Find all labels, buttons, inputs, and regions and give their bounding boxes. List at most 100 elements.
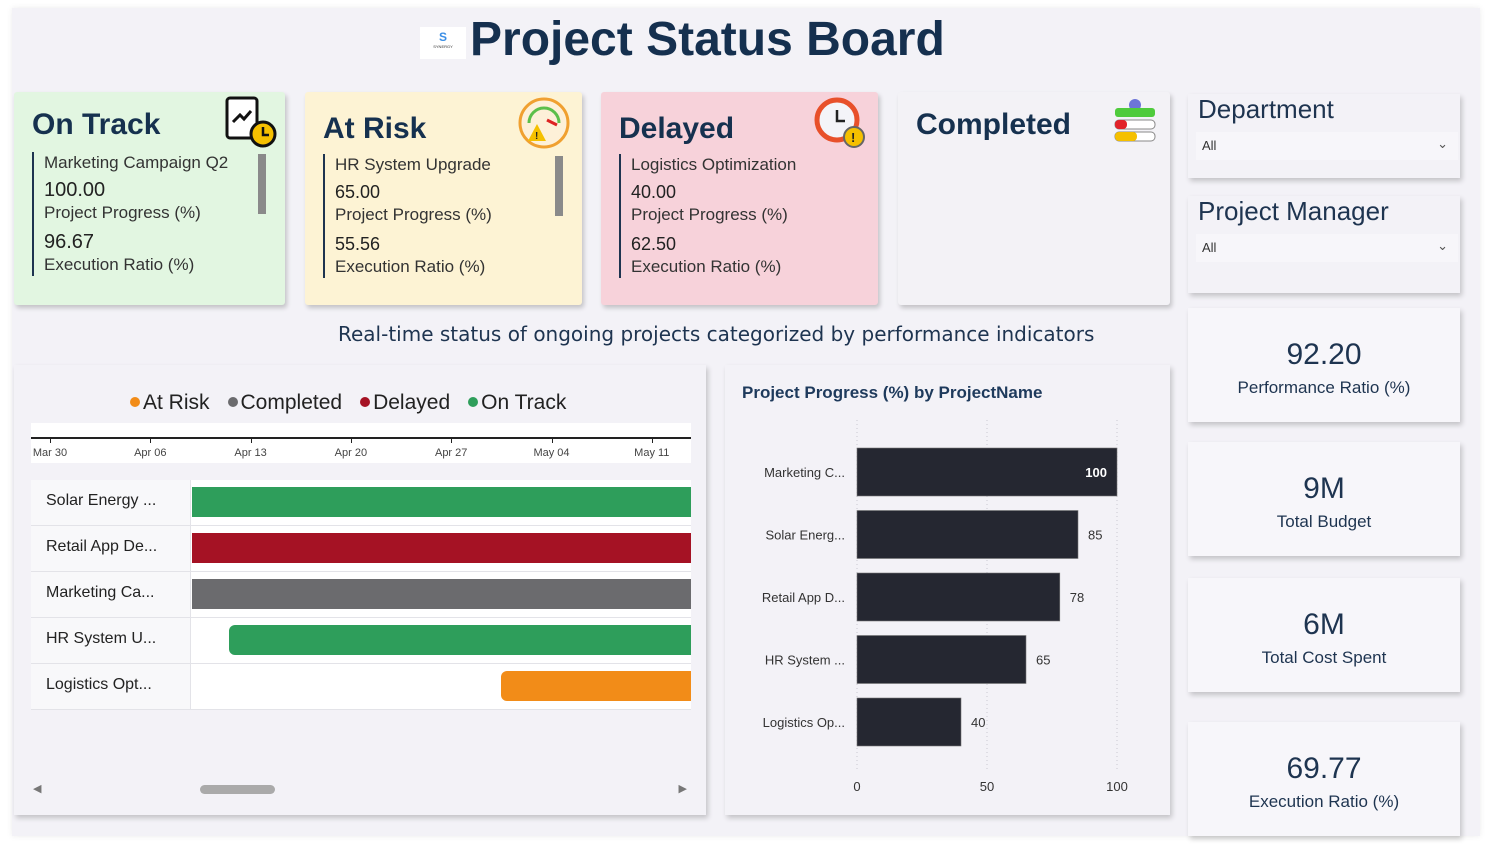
stacked-progress-icon	[1114, 99, 1156, 142]
dropdown-value: All	[1202, 138, 1217, 153]
kpi-total-cost: 6M Total Cost Spent	[1188, 578, 1460, 692]
project-name: Marketing Campaign Q2	[44, 153, 229, 172]
kpi-label: Performance Ratio (%)	[1237, 378, 1411, 397]
card-on-track: On Track Marketing Campaign Q2 100.00 Pr…	[14, 92, 285, 305]
legend-item[interactable]: Completed	[227, 391, 343, 414]
data-label: 78	[1070, 590, 1084, 605]
tick-label: Apr 06	[134, 447, 167, 459]
data-label: 100	[1085, 465, 1107, 480]
card-delayed: Delayed Logistics Optimization 40.00 Pro…	[601, 92, 878, 305]
project-name: Logistics Optimization	[631, 155, 797, 174]
progress-label: Project Progress (%)	[335, 205, 492, 224]
tick-label: May 04	[533, 447, 570, 459]
gantt-bar[interactable]	[229, 625, 691, 655]
kpi-value: 92.20	[1286, 338, 1362, 371]
card-title: On Track	[32, 108, 161, 141]
kpi-value: 9M	[1303, 472, 1345, 505]
x-tick-label: 0	[853, 779, 860, 794]
exec-value: 62.50	[631, 234, 677, 254]
legend-item[interactable]: At Risk	[130, 391, 210, 414]
scrollbar[interactable]	[258, 154, 266, 214]
legend-label: On Track	[481, 391, 567, 414]
legend-item[interactable]: Delayed	[360, 391, 450, 414]
department-dropdown[interactable]: All ⌄	[1196, 132, 1458, 160]
card-completed: Completed	[898, 92, 1170, 305]
kpi-label: Total Cost Spent	[1261, 648, 1387, 667]
legend-dot-icon	[130, 397, 140, 407]
kpi-execution-ratio: 69.77 Execution Ratio (%)	[1188, 722, 1460, 836]
tick-label: Apr 13	[234, 447, 267, 459]
progress-value: 65.00	[335, 182, 381, 202]
gantt-bar[interactable]	[192, 487, 691, 517]
svg-text:!: !	[851, 130, 855, 145]
tick-mark	[150, 437, 152, 443]
category-label: Solar Energ...	[766, 528, 846, 543]
tick-label: Mar 30	[32, 447, 68, 459]
gantt-axis	[31, 423, 691, 463]
exec-label: Execution Ratio (%)	[44, 255, 195, 274]
subtitle: Real-time status of ongoing projects cat…	[338, 322, 1095, 346]
progress-clock-icon	[225, 96, 277, 148]
scrollbar[interactable]	[555, 156, 563, 216]
exec-label: Execution Ratio (%)	[335, 257, 486, 276]
card-title: Completed	[916, 108, 1072, 141]
card-title: At Risk	[323, 112, 427, 145]
kpi-value: 69.77	[1286, 752, 1362, 785]
gantt-row[interactable]: Logistics Opt...	[31, 664, 691, 710]
bar[interactable]	[856, 510, 1079, 559]
gantt-bar[interactable]	[192, 579, 691, 609]
card-list: Logistics Optimization 40.00 Project Pro…	[619, 154, 796, 278]
category-label: Logistics Op...	[763, 715, 845, 730]
scrollbar-thumb[interactable]	[200, 785, 275, 794]
legend-label: Delayed	[373, 391, 451, 414]
department-slicer: Department All ⌄	[1188, 94, 1460, 178]
legend-label: At Risk	[143, 391, 210, 414]
chevron-down-icon: ⌄	[1437, 238, 1448, 253]
card-list: Marketing Campaign Q2 100.00 Project Pro…	[32, 152, 228, 276]
gantt-axis-line	[31, 437, 691, 439]
row-label: Logistics Opt...	[31, 664, 191, 709]
scroll-left-icon[interactable]: ◀	[33, 783, 42, 795]
legend-item[interactable]: On Track	[468, 391, 566, 414]
legend-dot-icon	[227, 397, 238, 407]
kpi-label: Execution Ratio (%)	[1248, 792, 1400, 811]
exec-label: Execution Ratio (%)	[631, 257, 782, 276]
project-manager-dropdown[interactable]: All ⌄	[1196, 234, 1458, 262]
gantt-legend: At Risk Completed Delayed On Track	[130, 391, 584, 415]
slicer-label: Department	[1198, 94, 1334, 124]
progress-label: Project Progress (%)	[631, 205, 788, 224]
bar[interactable]	[856, 635, 1027, 684]
tick-label: Apr 20	[334, 447, 368, 459]
gantt-bar[interactable]	[501, 671, 691, 701]
bar[interactable]	[856, 572, 1061, 622]
tick-mark	[551, 437, 553, 443]
category-label: HR System ...	[765, 653, 845, 668]
data-label: 40	[971, 715, 985, 730]
row-label: Solar Energy ...	[31, 480, 191, 525]
row-label: HR System U...	[31, 618, 191, 663]
kpi-performance-ratio: 92.20 Performance Ratio (%)	[1188, 308, 1460, 422]
tick-mark	[651, 437, 653, 443]
tick-mark	[350, 437, 352, 443]
scroll-right-icon[interactable]: ▶	[678, 783, 687, 795]
kpi-value: 6M	[1303, 608, 1345, 641]
horizontal-scrollbar[interactable]: ◀ ▶	[31, 782, 691, 798]
tick-mark	[250, 437, 252, 443]
tick-mark	[451, 437, 453, 443]
chevron-down-icon: ⌄	[1437, 136, 1448, 151]
gauge-warning-icon: !	[518, 97, 570, 149]
tick-mark	[50, 437, 51, 443]
progress-label: Project Progress (%)	[44, 203, 201, 222]
bar[interactable]	[856, 697, 962, 747]
kpi-total-budget: 9M Total Budget	[1188, 442, 1460, 556]
exec-value: 96.67	[44, 231, 95, 253]
bar[interactable]	[856, 447, 1118, 497]
tick-label: Apr 27	[434, 447, 468, 459]
svg-text:!: !	[535, 131, 538, 142]
progress-value: 40.00	[631, 182, 677, 202]
gantt-bar[interactable]	[192, 533, 691, 563]
card-list: HR System Upgrade 65.00 Project Progress…	[323, 154, 492, 278]
page-title: Project Status Board	[470, 13, 945, 66]
bar-chart: 0 50 100 Marketing C... 100 Solar Energ... 85 R…	[762, 420, 1128, 794]
legend-label: Completed	[240, 391, 343, 414]
